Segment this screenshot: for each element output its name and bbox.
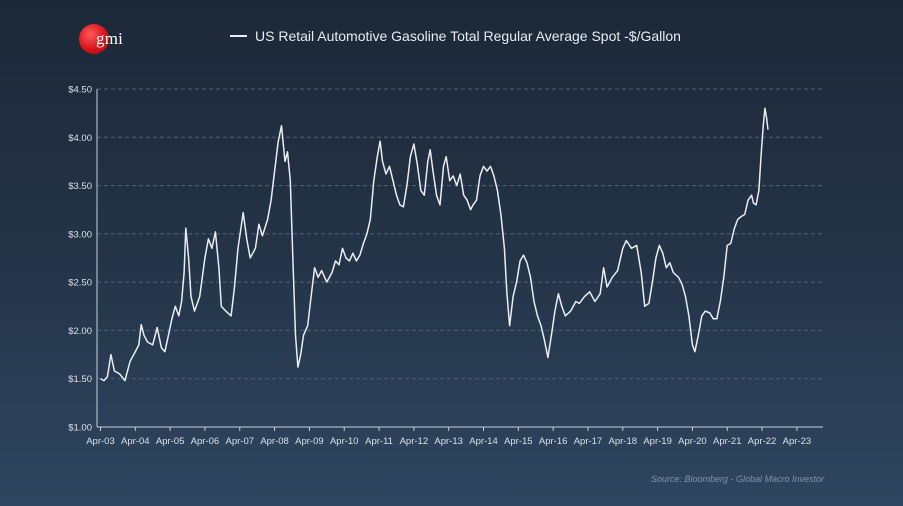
- x-tick-label: Apr-05: [156, 436, 185, 447]
- x-tick-label: Apr-16: [539, 436, 568, 447]
- logo-text: gmi: [96, 29, 124, 48]
- x-tick-label: Apr-03: [86, 436, 115, 447]
- x-tick-label: Apr-14: [469, 436, 498, 447]
- gmi-logo: [79, 24, 109, 54]
- y-tick-label: $2.00: [68, 326, 92, 337]
- x-tick-label: Apr-19: [643, 436, 672, 447]
- x-tick-label: Apr-13: [434, 436, 463, 447]
- x-tick-label: Apr-12: [400, 436, 429, 447]
- x-tick-label: Apr-09: [295, 436, 324, 447]
- x-tick-label: Apr-15: [504, 436, 533, 447]
- x-tick-label: Apr-22: [748, 436, 777, 447]
- x-tick-label: Apr-08: [260, 436, 289, 447]
- x-tick-label: Apr-07: [226, 436, 255, 447]
- legend-series-label: US Retail Automotive Gasoline Total Regu…: [255, 28, 681, 44]
- x-tick-label: Apr-11: [365, 436, 393, 447]
- x-tick-labels: Apr-03 Apr-04 Apr-05 Apr-06 Apr-07 Apr-08 Apr-…: [86, 427, 811, 447]
- x-tick-label: Apr-04: [121, 436, 150, 447]
- x-tick-label: Apr-06: [191, 436, 220, 447]
- x-tick-label: Apr-18: [609, 436, 638, 447]
- x-tick-label: Apr-10: [330, 436, 359, 447]
- source-note: Source: Bloomberg - Global Macro Investo…: [650, 474, 824, 484]
- x-tick-label: Apr-20: [678, 436, 707, 447]
- y-tick-label: $1.50: [68, 374, 92, 385]
- legend-line-swatch: [230, 35, 247, 37]
- axes: [96, 89, 823, 428]
- y-tick-label: $1.00: [68, 423, 92, 434]
- y-tick-label: $2.50: [68, 278, 92, 289]
- series-layer: [100, 107, 769, 382]
- y-tick-label: $4.00: [68, 133, 92, 144]
- y-tick-label: $3.50: [68, 181, 92, 192]
- x-tick-label: Apr-21: [713, 436, 742, 447]
- chart-legend: US Retail Automotive Gasoline Total Regu…: [230, 28, 681, 44]
- series-line: [100, 107, 769, 382]
- y-tick-label: $4.50: [68, 85, 92, 96]
- y-tick-label: $3.00: [68, 229, 92, 240]
- y-tick-labels: $1.00 $1.50 $2.00 $2.50 $3.00 $3.50 $4.00 $4.50: [68, 85, 92, 434]
- x-tick-label: Apr-23: [783, 436, 812, 447]
- grid-lines: [97, 88, 823, 380]
- x-tick-label: Apr-17: [574, 436, 603, 447]
